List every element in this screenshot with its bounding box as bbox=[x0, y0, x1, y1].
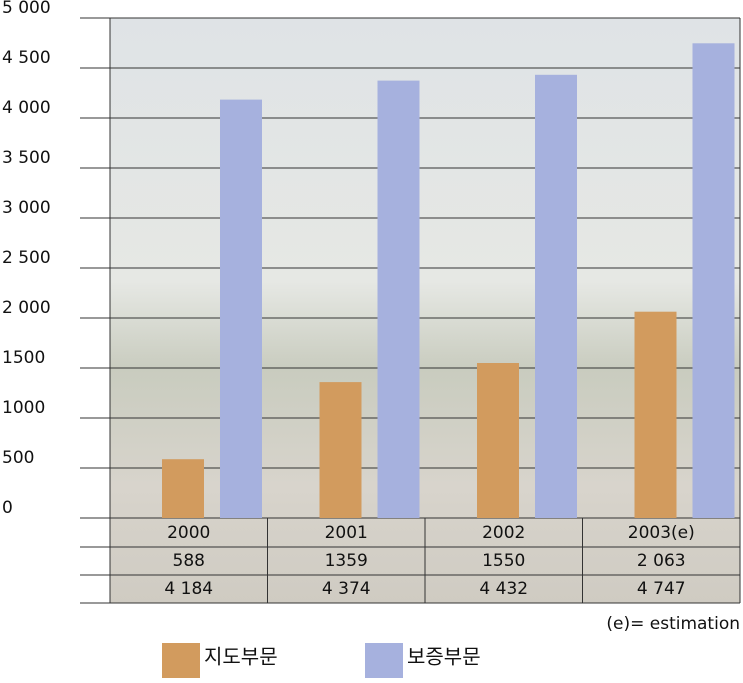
table-value: 4 432 bbox=[479, 579, 528, 599]
annotation: (e)= estimation bbox=[606, 614, 740, 634]
y-tick-label: 1000 bbox=[2, 398, 45, 418]
category-label: 2003(e) bbox=[628, 523, 695, 543]
y-tick-label: 2 500 bbox=[2, 248, 51, 268]
bar bbox=[692, 43, 735, 519]
y-tick-label: 4 500 bbox=[2, 48, 51, 68]
table-value: 1550 bbox=[482, 551, 525, 571]
bar bbox=[319, 382, 362, 518]
legend-label: 지도부문 bbox=[204, 645, 278, 669]
bar bbox=[162, 459, 204, 518]
table-value: 4 747 bbox=[637, 579, 686, 599]
y-tick-label: 3 000 bbox=[2, 198, 51, 218]
y-tick-label: 5 000 bbox=[2, 0, 51, 18]
y-tick-label: 500 bbox=[2, 448, 34, 468]
legend-label: 보증부문 bbox=[407, 645, 481, 669]
y-tick-label: 0 bbox=[2, 498, 13, 518]
table-value: 4 374 bbox=[322, 579, 371, 599]
category-label: 2001 bbox=[325, 523, 368, 543]
legend-swatch bbox=[365, 643, 403, 678]
y-tick-label: 2 000 bbox=[2, 298, 51, 318]
category-label: 2002 bbox=[482, 523, 525, 543]
y-tick-label: 4 000 bbox=[2, 98, 51, 118]
bar bbox=[477, 363, 519, 518]
bar bbox=[634, 311, 677, 518]
bar bbox=[535, 74, 577, 519]
table-value: 588 bbox=[173, 551, 205, 571]
category-label: 2000 bbox=[167, 523, 210, 543]
bar bbox=[220, 99, 262, 518]
table-value: 1359 bbox=[325, 551, 368, 571]
y-tick-label: 1500 bbox=[2, 348, 45, 368]
table-value: 4 184 bbox=[164, 579, 213, 599]
legend-swatch bbox=[162, 643, 200, 678]
table-value: 2 063 bbox=[637, 551, 686, 571]
bar bbox=[377, 80, 420, 518]
y-tick-label: 3 500 bbox=[2, 148, 51, 168]
